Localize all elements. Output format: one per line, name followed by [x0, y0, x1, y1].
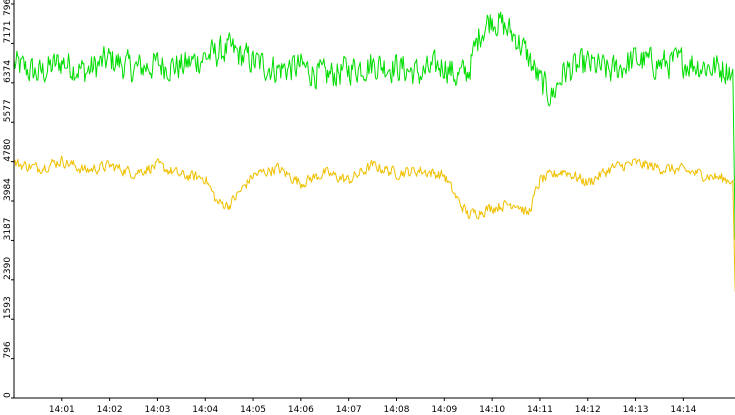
x-tick-label: 14:09 — [431, 405, 457, 415]
x-tick-label: 14:10 — [479, 405, 505, 415]
x-tick-label: 14:04 — [192, 405, 218, 415]
x-tick-label: 14:05 — [240, 405, 266, 415]
y-tick-label: 0 — [3, 392, 13, 398]
series-line — [13, 11, 735, 240]
x-tick-label: 14:11 — [527, 405, 553, 415]
series-line — [13, 155, 735, 292]
x-tick-label: 14:03 — [144, 405, 170, 415]
y-tick-label: 6374 — [3, 60, 13, 83]
y-tick-label: 7171 — [3, 21, 13, 44]
x-axis: 14:01 14:02 14:03 14:04 14:05 14:06 14:07 14:08… — [14, 397, 735, 415]
series-group — [13, 11, 735, 292]
y-tick-label: 7968 — [3, 0, 13, 16]
y-tick-label: 3984 — [3, 178, 13, 201]
y-tick-label: 3187 — [3, 218, 13, 241]
x-tick-label: 14:08 — [384, 405, 410, 415]
x-tick-label: 14:14 — [670, 405, 696, 415]
x-tick-label: 14:02 — [97, 405, 123, 415]
y-tick-label: 5577 — [3, 99, 13, 122]
x-tick-label: 14:13 — [623, 405, 649, 415]
x-tick-label: 14:07 — [336, 405, 362, 415]
y-tick-label: 4780 — [3, 138, 13, 161]
x-tick-label: 14:06 — [288, 405, 314, 415]
x-tick-label: 14:12 — [575, 405, 601, 415]
y-axis: 0 796 1593 2390 3187 3984 4780 5577 6374 7171 7968 — [3, 0, 15, 399]
y-tick-label: 2390 — [3, 257, 13, 280]
y-tick-label: 796 — [3, 341, 13, 358]
y-tick-label: 1593 — [3, 296, 13, 319]
x-tick-label: 14:01 — [49, 405, 75, 415]
